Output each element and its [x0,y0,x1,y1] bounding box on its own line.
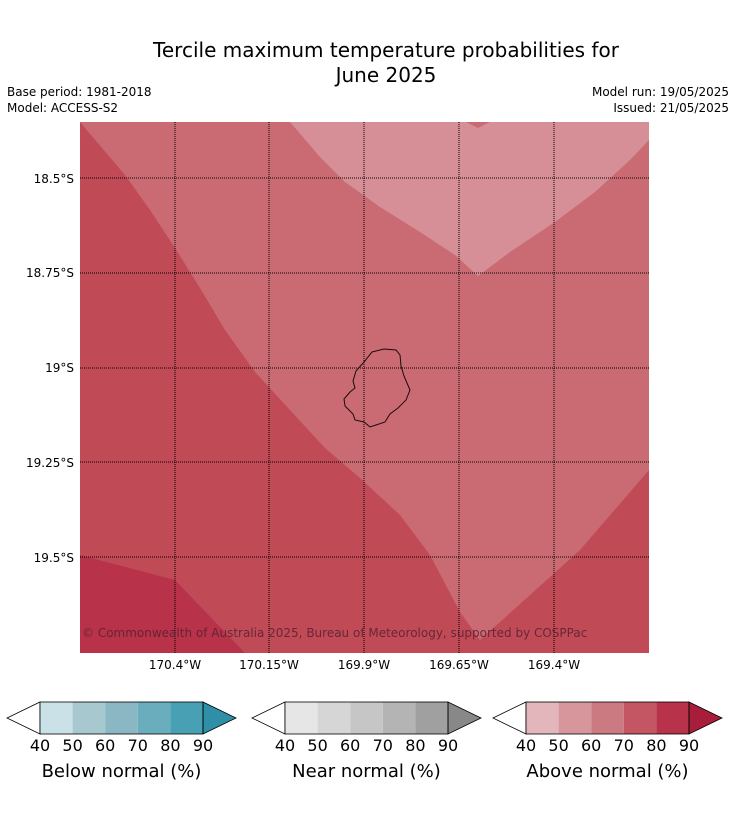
lat-label-18.75: 18.75°S [26,266,74,280]
copyright-notice: © Commonwealth of Australia 2025, Bureau… [82,626,588,640]
colorbar-above-tick-80: 80 [646,736,667,755]
lon-label-169.65: 169.65°W [429,658,489,672]
base-period: Base period: 1981-2018 [7,85,152,99]
lat-label-18.5: 18.5°S [33,172,74,186]
colorbar-near-tick-50: 50 [307,736,328,755]
colorbar-above-tick-60: 60 [581,736,602,755]
lat-label-19: 19°S [45,361,74,375]
colorbar-below-tick-50: 50 [62,736,83,755]
lon-label-170.15: 170.15°W [239,658,299,672]
lon-label-169.9: 169.9°W [337,658,391,672]
colorbar-above-tick-90: 90 [678,736,700,755]
colorbar-above-tick-50: 50 [548,736,569,755]
island-coastline [343,348,411,428]
region-50 [290,122,649,276]
gridlines [80,122,649,653]
colorbar-near-tick-40: 40 [274,736,296,755]
colorbar-near-tick-60: 60 [340,736,361,755]
colorbar-below-tick-60: 60 [95,736,116,755]
colorbar-below-tick-80: 80 [160,736,181,755]
colorbar-above-tick-70: 70 [613,736,634,755]
meta-right: Model run: 19/05/2025 Issued: 21/05/2025 [592,84,729,116]
issued-date: Issued: 21/05/2025 [613,101,729,115]
title-line-2: June 2025 [335,63,437,87]
title-line-1: Tercile maximum temperature probabilitie… [153,38,619,62]
colorbar-near-tick-90: 90 [437,736,459,755]
colorbar-above-label: Above normal (%) [526,761,689,782]
region-80 [80,555,245,653]
region-50-gap [466,122,490,128]
model-name: Model: ACCESS-S2 [7,101,119,115]
colorbar-below-tick-40: 40 [29,736,51,755]
colorbar-near-tick-80: 80 [405,736,426,755]
model-run: Model run: 19/05/2025 [591,85,729,99]
colorbar-below-label: Below normal (%) [41,761,202,782]
colorbar-below-tick-90: 90 [192,736,214,755]
lon-label-169.4: 169.4°W [527,658,581,672]
colorbar-above-tick-40: 40 [515,736,537,755]
lon-label-170.4: 170.4°W [148,658,202,672]
meta-left: Base period: 1981-2018 Model: ACCESS-S2 [7,84,152,116]
colorbar-near-tick-70: 70 [372,736,393,755]
lat-label-19.25: 19.25°S [26,456,74,470]
colorbar-below-tick-70: 70 [127,736,148,755]
colorbar-near-label: Near normal (%) [292,761,441,782]
lat-label-19.5: 19.5°S [33,551,74,565]
